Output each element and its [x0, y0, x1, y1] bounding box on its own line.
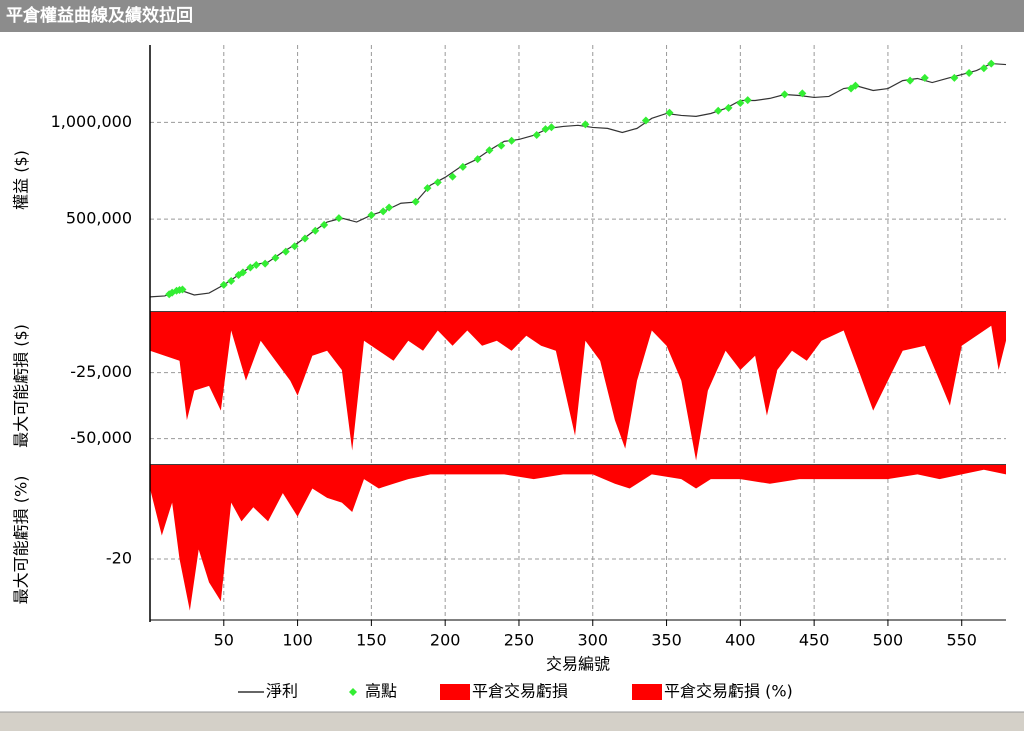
- high-point: [367, 211, 376, 220]
- status-bar: [0, 712, 1024, 731]
- high-point: [300, 234, 309, 243]
- high-point: [987, 59, 996, 68]
- high-point: [497, 141, 506, 150]
- high-point: [311, 226, 320, 235]
- high-point: [743, 96, 752, 105]
- y-axis-label: 最大可能虧損 (%): [12, 476, 31, 605]
- chart-title: 平倉權益曲線及績效拉回: [6, 5, 193, 26]
- high-point: [227, 277, 236, 286]
- y-tick-label: -20: [106, 548, 132, 567]
- title-bar: [0, 0, 1024, 32]
- high-point: [485, 146, 494, 155]
- x-tick-label: 400: [725, 631, 756, 650]
- x-tick-label: 300: [577, 631, 608, 650]
- y-axis-label: 權益 ($): [12, 150, 31, 210]
- high-point: [950, 73, 959, 82]
- equity-line: [149, 62, 1007, 298]
- x-tick-label: 50: [214, 631, 234, 650]
- high-point: [219, 280, 228, 289]
- high-point: [320, 220, 329, 229]
- high-point: [290, 242, 299, 251]
- high-point: [724, 103, 733, 112]
- high-point: [532, 130, 541, 139]
- high-point: [411, 197, 420, 206]
- legend-label: 平倉交易虧損 (%): [664, 682, 793, 701]
- x-axis-label: 交易編號: [546, 655, 610, 674]
- high-point: [433, 178, 442, 187]
- high-point: [261, 259, 270, 268]
- high-point: [736, 99, 745, 108]
- high-point: [665, 108, 674, 117]
- high-point: [641, 116, 650, 125]
- high-point: [780, 90, 789, 99]
- x-tick-label: 550: [946, 631, 977, 650]
- high-point: [252, 260, 261, 269]
- high-point: [714, 106, 723, 115]
- y-tick-label: -25,000: [70, 362, 132, 381]
- drawdown-area: [150, 465, 1006, 611]
- y-tick-label: 1,000,000: [51, 112, 132, 131]
- high-point: [281, 247, 290, 256]
- y-axis-label: 最大可能虧損 ($): [12, 324, 31, 448]
- high-point: [271, 253, 280, 262]
- high-point: [246, 263, 255, 272]
- high-point: [920, 73, 929, 82]
- drawdown-area: [150, 312, 1006, 461]
- high-point: [178, 285, 187, 294]
- high-point: [851, 81, 860, 90]
- high-point: [458, 162, 467, 171]
- x-tick-label: 200: [430, 631, 461, 650]
- high-point: [473, 155, 482, 164]
- x-tick-label: 350: [651, 631, 682, 650]
- x-tick-label: 450: [799, 631, 830, 650]
- legend-label: 高點: [365, 682, 397, 701]
- high-point: [906, 76, 915, 85]
- high-point: [238, 268, 247, 277]
- y-tick-label: -50,000: [70, 428, 132, 447]
- high-point: [798, 89, 807, 98]
- high-point: [385, 203, 394, 212]
- x-tick-label: 150: [356, 631, 387, 650]
- y-tick-label: 500,000: [66, 209, 132, 228]
- high-point: [334, 214, 343, 223]
- legend-label: 淨利: [266, 682, 298, 701]
- high-point: [965, 69, 974, 78]
- legend-swatch: [349, 688, 357, 696]
- high-point: [507, 136, 516, 145]
- high-point: [547, 123, 556, 132]
- high-point: [979, 64, 988, 73]
- high-point: [423, 184, 432, 193]
- high-point: [581, 120, 590, 129]
- x-tick-label: 100: [282, 631, 313, 650]
- legend-swatch: [632, 684, 662, 700]
- legend-swatch: [440, 684, 470, 700]
- x-tick-label: 500: [873, 631, 904, 650]
- x-tick-label: 250: [504, 631, 535, 650]
- high-point: [379, 207, 388, 216]
- high-point: [448, 172, 457, 181]
- legend-label: 平倉交易虧損: [472, 682, 568, 701]
